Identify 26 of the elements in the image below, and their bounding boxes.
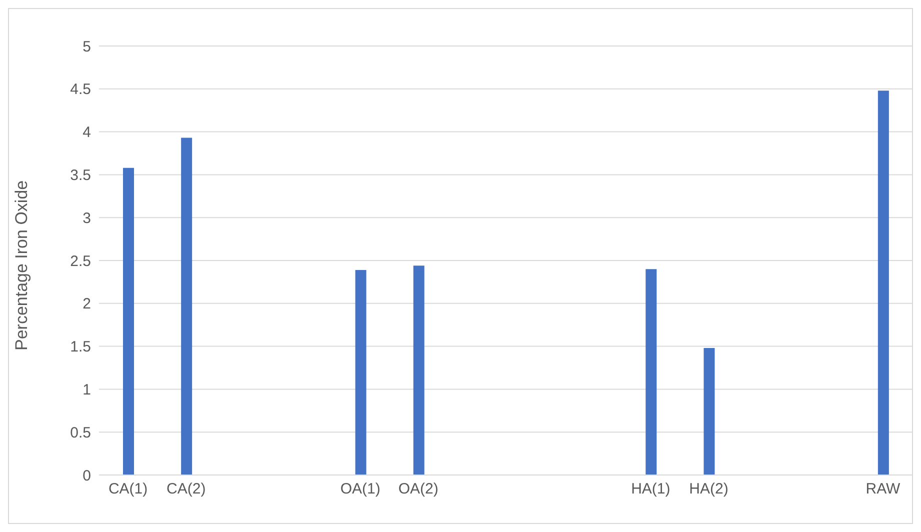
y-tick-label: 0 [82,467,91,484]
x-tick-label: RAW [866,480,902,498]
x-tick-label: HA(2) [689,480,728,498]
y-tick-label: 0.5 [70,424,91,442]
bar [646,269,657,475]
bar [123,168,134,475]
x-tick-label: CA(2) [166,480,206,498]
y-tick-label: 2.5 [70,252,91,270]
y-tick-label: 4.5 [70,81,91,98]
x-tick-label: OA(1) [340,480,380,498]
y-tick-label: 1 [82,382,91,399]
x-tick-label: OA(2) [398,480,438,498]
bar [181,138,192,475]
bar [878,90,889,475]
y-tick-label: 1.5 [70,338,91,356]
y-tick-label: 3.5 [70,167,91,184]
x-tick-label: HA(1) [631,480,670,498]
bar [704,348,715,475]
x-tick-label: CA(1) [108,480,148,498]
bar [355,270,366,475]
bar [413,266,424,475]
y-tick-label: 5 [82,38,91,56]
y-tick-label: 4 [82,124,91,142]
y-tick-label: 2 [82,296,91,313]
y-axis-title: Percentage Iron Oxide [12,180,32,350]
y-tick-label: 3 [82,210,91,227]
